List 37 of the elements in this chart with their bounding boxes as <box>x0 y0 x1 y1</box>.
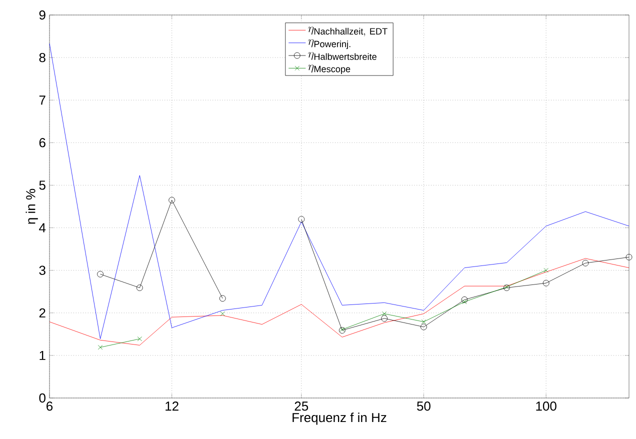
y-tick-label: 0 <box>39 393 46 403</box>
x-tick-label: 100 <box>536 402 556 411</box>
y-tick-label: 1 <box>40 350 46 360</box>
legend-label: $\eta_{\mathrm{Nachhallzeit,\ EDT}}$ <box>308 26 388 36</box>
y-tick-label: 4 <box>39 223 46 232</box>
point <box>542 280 550 286</box>
point <box>461 296 468 303</box>
point <box>381 315 388 322</box>
x-tick-label: 25 <box>294 402 308 411</box>
point <box>421 320 426 324</box>
y-tick-label: 7 <box>39 96 46 105</box>
y-tick-label: 5 <box>39 180 46 190</box>
legend-label: $\eta_{\mathrm{Powerinj.}}$ <box>308 39 350 50</box>
legend-label: $\eta_{\mathrm{Halbwertsbreite}}$ <box>308 52 376 60</box>
x-tick-label: 50 <box>417 402 430 411</box>
y-tick-label: 9 <box>39 10 46 20</box>
y-tick-label: 8 <box>39 52 46 62</box>
y-tick-label: 6 <box>39 138 46 148</box>
point <box>462 300 467 304</box>
point <box>136 284 143 291</box>
x-tick-label: 12 <box>166 402 178 411</box>
y-tick-label: 2 <box>39 308 46 318</box>
point <box>98 345 103 350</box>
y-tick-label: 3 <box>39 266 46 275</box>
point <box>137 336 142 342</box>
point <box>544 268 548 273</box>
x-tick-label: 6 <box>46 402 53 411</box>
y-axis-title: η in % <box>26 188 38 224</box>
point <box>220 311 225 316</box>
point <box>298 216 305 222</box>
point <box>382 311 387 316</box>
point <box>219 295 226 302</box>
point <box>97 270 104 278</box>
legend-label: $\eta_{\mathrm{Mescope}}$ <box>308 64 350 74</box>
x-axis-title: Frequenz f in Hz <box>292 412 386 425</box>
point <box>420 324 427 330</box>
point <box>582 260 589 266</box>
